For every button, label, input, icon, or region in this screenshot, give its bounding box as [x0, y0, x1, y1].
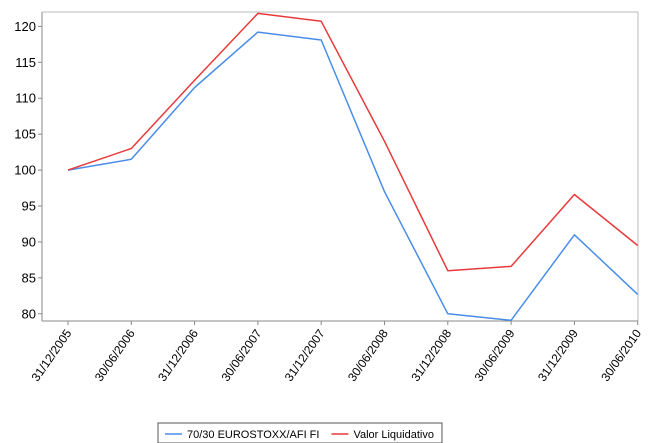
y-tick-label: 80 [22, 306, 36, 321]
y-tick-label: 90 [22, 234, 36, 249]
legend: 70/30 EUROSTOXX/AFI FI Valor Liquidativo [157, 422, 443, 443]
x-tick-label: 30/06/2007 [218, 326, 264, 383]
y-tick-label: 115 [15, 55, 36, 70]
y-tick-label: 100 [14, 163, 36, 178]
series-lines [67, 12, 639, 322]
x-tick-label: 31/12/2007 [282, 326, 328, 383]
y-tick-label: 85 [22, 270, 36, 285]
axes [41, 11, 639, 322]
x-tick-label: 30/06/2009 [472, 326, 518, 383]
legend-box [157, 422, 443, 443]
x-tick-label: 31/12/2005 [29, 326, 75, 383]
y-tick-label: 120 [14, 19, 36, 34]
x-tick-label: 31/12/2008 [408, 326, 454, 383]
series-line-1 [67, 31, 639, 322]
x-tick-label: 31/12/2009 [535, 326, 581, 383]
x-axis-ticks: 31/12/2005 30/06/2006 31/12/2006 30/06/2007… [29, 321, 644, 384]
x-tick-label: 30/06/2010 [598, 326, 644, 383]
x-tick-label: 31/12/2006 [155, 326, 201, 383]
y-axis-ticks: 80 85 90 95 100 105 110 115 120 [14, 19, 42, 321]
x-tick-label: 30/06/2008 [345, 326, 391, 383]
y-tick-label: 95 [22, 199, 36, 214]
y-tick-label: 105 [14, 127, 36, 142]
legend-label-1: 70/30 EUROSTOXX/AFI FI [187, 429, 319, 441]
legend-label-2: Valor Liquidativo [353, 429, 434, 441]
series-line-2 [67, 12, 639, 272]
x-tick-label: 30/06/2006 [92, 326, 138, 383]
y-tick-label: 110 [15, 91, 36, 106]
